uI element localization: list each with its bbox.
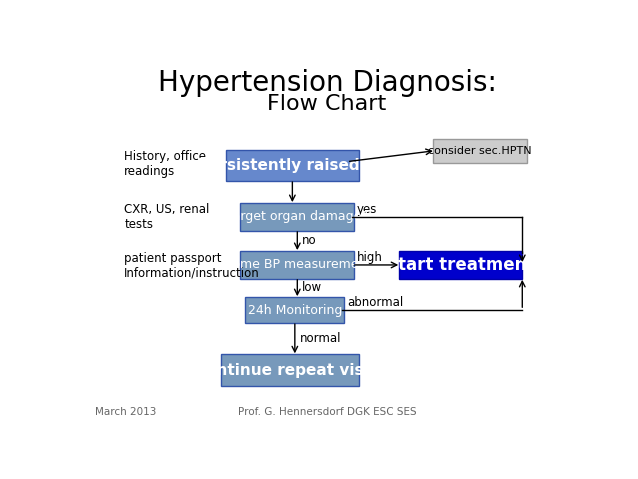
FancyBboxPatch shape xyxy=(221,354,359,386)
Text: Continue repeat visits: Continue repeat visits xyxy=(195,363,385,377)
Text: consider sec.HPTN: consider sec.HPTN xyxy=(429,146,532,156)
FancyBboxPatch shape xyxy=(241,203,354,231)
Text: 24h Monitoring: 24h Monitoring xyxy=(248,304,342,317)
Text: Prof. G. Hennersdorf DGK ESC SES: Prof. G. Hennersdorf DGK ESC SES xyxy=(238,407,416,417)
Text: no: no xyxy=(302,235,317,248)
FancyBboxPatch shape xyxy=(226,150,359,181)
Text: abnormal: abnormal xyxy=(347,296,403,309)
FancyBboxPatch shape xyxy=(246,297,345,323)
Text: Target organ damage?: Target organ damage? xyxy=(226,210,368,224)
FancyBboxPatch shape xyxy=(399,251,523,279)
Text: yes: yes xyxy=(357,203,377,216)
Text: Home BP measurement: Home BP measurement xyxy=(223,259,371,272)
Text: Start treatment: Start treatment xyxy=(386,256,535,274)
Text: Hypertension Diagnosis:: Hypertension Diagnosis: xyxy=(158,68,496,97)
Text: March 2013: March 2013 xyxy=(94,407,156,417)
FancyBboxPatch shape xyxy=(433,138,527,162)
Text: patient passport
Information/instruction: patient passport Information/instruction xyxy=(124,252,260,280)
Text: high: high xyxy=(357,251,383,264)
FancyBboxPatch shape xyxy=(241,251,354,279)
Text: Flow Chart: Flow Chart xyxy=(267,94,387,114)
Text: CXR, US, renal
tests: CXR, US, renal tests xyxy=(124,203,210,231)
Text: normal: normal xyxy=(300,332,341,345)
Text: Persistently raised BP: Persistently raised BP xyxy=(198,158,387,173)
Text: History, office
readings: History, office readings xyxy=(124,150,206,179)
Text: low: low xyxy=(302,282,322,295)
